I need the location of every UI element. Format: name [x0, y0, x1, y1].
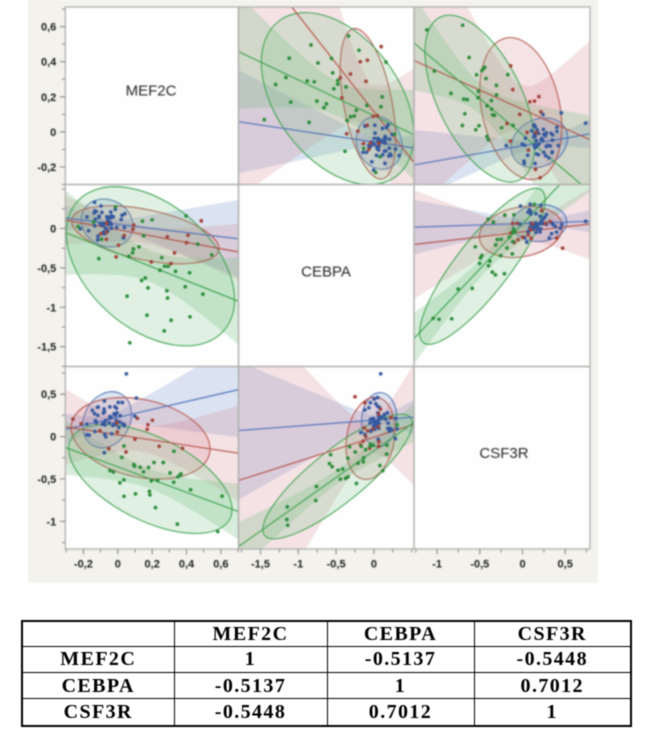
svg-text:-0,5: -0,5 — [37, 263, 56, 275]
svg-text:-0,5: -0,5 — [327, 559, 346, 571]
svg-text:0,2: 0,2 — [41, 92, 56, 104]
svg-text:CSF3R: CSF3R — [479, 445, 528, 462]
svg-text:-1,5: -1,5 — [37, 342, 56, 354]
svg-text:0,4: 0,4 — [41, 57, 57, 69]
svg-text:CEBPA: CEBPA — [301, 264, 351, 281]
svg-text:-1: -1 — [47, 302, 57, 314]
svg-text:0,4: 0,4 — [179, 559, 195, 571]
svg-text:MEF2C: MEF2C — [126, 83, 177, 100]
svg-text:-1: -1 — [432, 559, 442, 571]
svg-text:0: 0 — [115, 559, 121, 571]
svg-text:0: 0 — [519, 559, 525, 571]
svg-text:-1: -1 — [47, 516, 57, 528]
svg-text:-1: -1 — [293, 559, 303, 571]
svg-text:-0,5: -0,5 — [37, 474, 56, 486]
svg-text:0: 0 — [50, 224, 56, 236]
svg-text:-0,2: -0,2 — [37, 162, 56, 174]
svg-text:0,5: 0,5 — [41, 389, 56, 401]
svg-text:0,5: 0,5 — [558, 559, 573, 571]
svg-text:-0,5: -0,5 — [470, 559, 489, 571]
svg-text:0,6: 0,6 — [41, 22, 56, 34]
svg-text:0,6: 0,6 — [213, 559, 228, 571]
svg-text:0,2: 0,2 — [145, 559, 160, 571]
svg-text:0: 0 — [50, 127, 56, 139]
svg-text:0: 0 — [371, 559, 377, 571]
svg-text:-0,2: -0,2 — [74, 559, 93, 571]
svg-text:0: 0 — [50, 432, 56, 444]
svg-text:-1,5: -1,5 — [251, 559, 270, 571]
